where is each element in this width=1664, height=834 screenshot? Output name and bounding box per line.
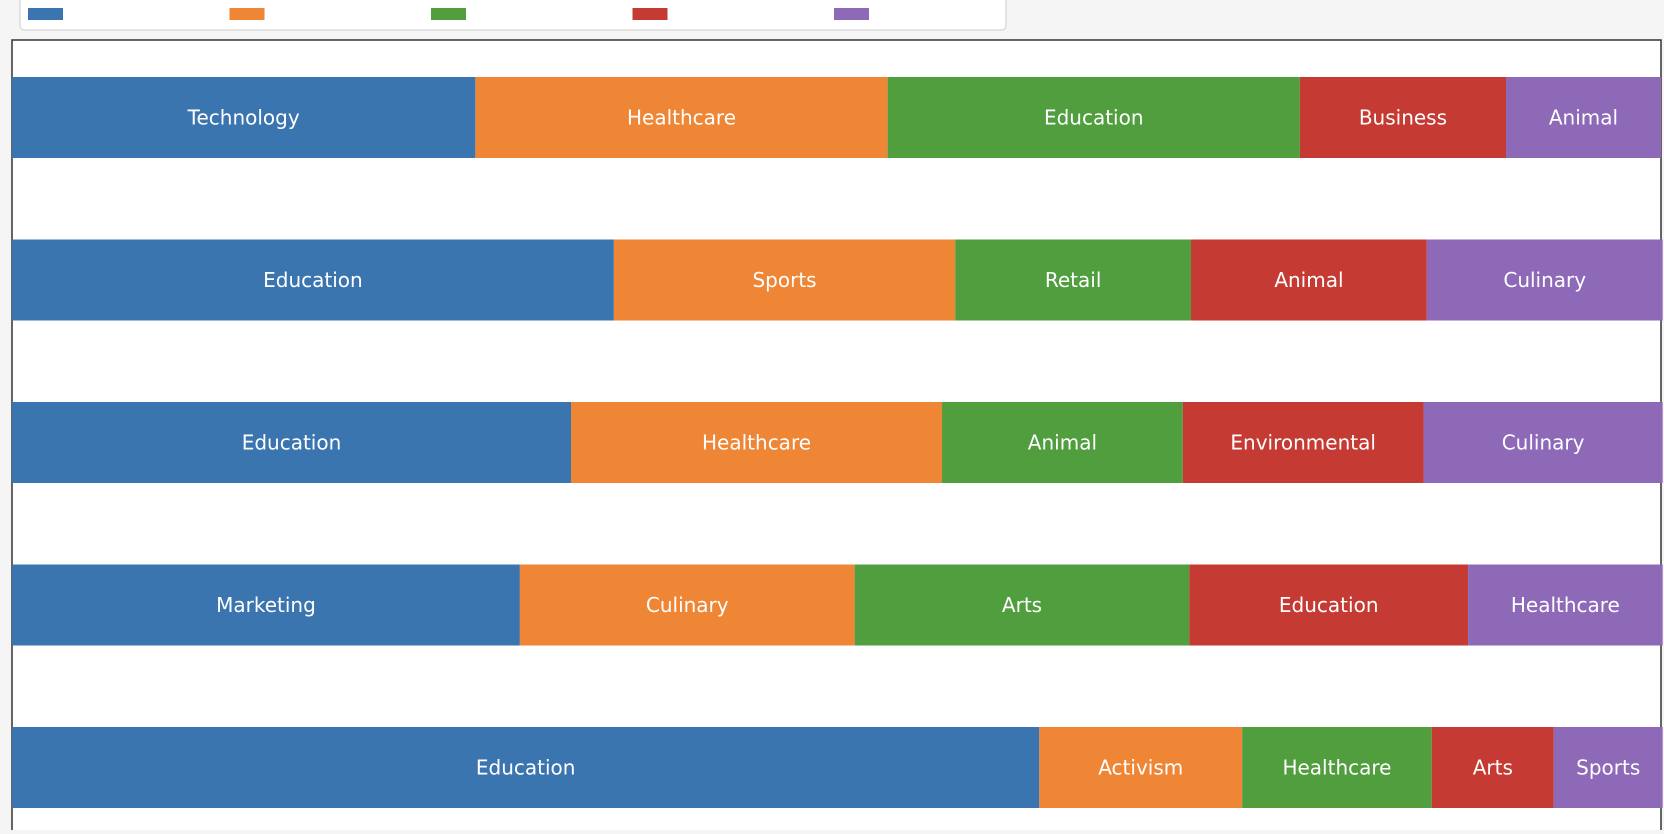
bar-label: Animal [1549,106,1618,130]
legend-swatch [834,8,869,20]
bar-label: Culinary [646,593,729,617]
bar-segment [12,564,520,646]
bar-segment [571,402,943,483]
legend-swatch [431,8,466,20]
bar-segment [942,402,1183,483]
bar-label: Education [263,268,363,292]
bar-label: Sports [1576,756,1640,780]
bar-segment [854,564,1190,646]
bar-label: Healthcare [627,106,736,130]
bar-label: Healthcare [702,431,811,455]
bar-segment [1039,727,1243,808]
bar-segment [613,239,956,321]
bar-segment [1431,727,1554,808]
bar-segment [1505,77,1661,158]
bar-label: Healthcare [1282,756,1391,780]
plot-area: Technology Healthcare Education Business Ani… [11,39,1663,834]
bar-label: Animal [1274,268,1343,292]
bar-segment [475,77,888,158]
bar-segment [1182,402,1424,483]
bar-segment [1553,727,1663,808]
bar-segment [12,727,1040,808]
bar-segment [1242,727,1432,808]
legend-box [19,0,1007,31]
bar-label: Education [476,756,576,780]
bar-segment [519,564,855,646]
legend-swatch [229,8,265,20]
legend-swatch [632,8,668,20]
bar-label: Arts [1002,593,1042,617]
bar-segment [1191,239,1427,321]
bar-label: Culinary [1503,268,1586,292]
bar-label: Retail [1045,268,1102,292]
bar-label: Marketing [216,593,316,617]
bar-label: Activism [1098,756,1183,780]
bar-segment [1299,77,1506,158]
bar-segment [12,402,572,483]
bar-label: Education [242,431,342,455]
legend [19,0,1007,31]
bar-label: Business [1359,106,1447,130]
bar-segment [955,239,1192,321]
bar-label: Healthcare [1511,593,1620,617]
bar-segment [1423,402,1663,483]
bar-segment [1189,564,1469,646]
bar-segment [12,77,476,158]
bar-label: Sports [752,268,816,292]
bar-label: Animal [1028,431,1097,455]
bar-label: Technology [187,106,300,130]
bar-label: Education [1044,106,1144,130]
bar-label: Environmental [1230,431,1376,455]
bar-label: Culinary [1502,431,1585,455]
bar-label: Arts [1473,756,1513,780]
bar-label: Education [1279,593,1379,617]
legend-swatch [28,8,63,20]
bar-segment [1468,564,1663,646]
bar-segment [887,77,1300,158]
bar-segment [1426,239,1663,321]
bar-segment [12,239,614,321]
